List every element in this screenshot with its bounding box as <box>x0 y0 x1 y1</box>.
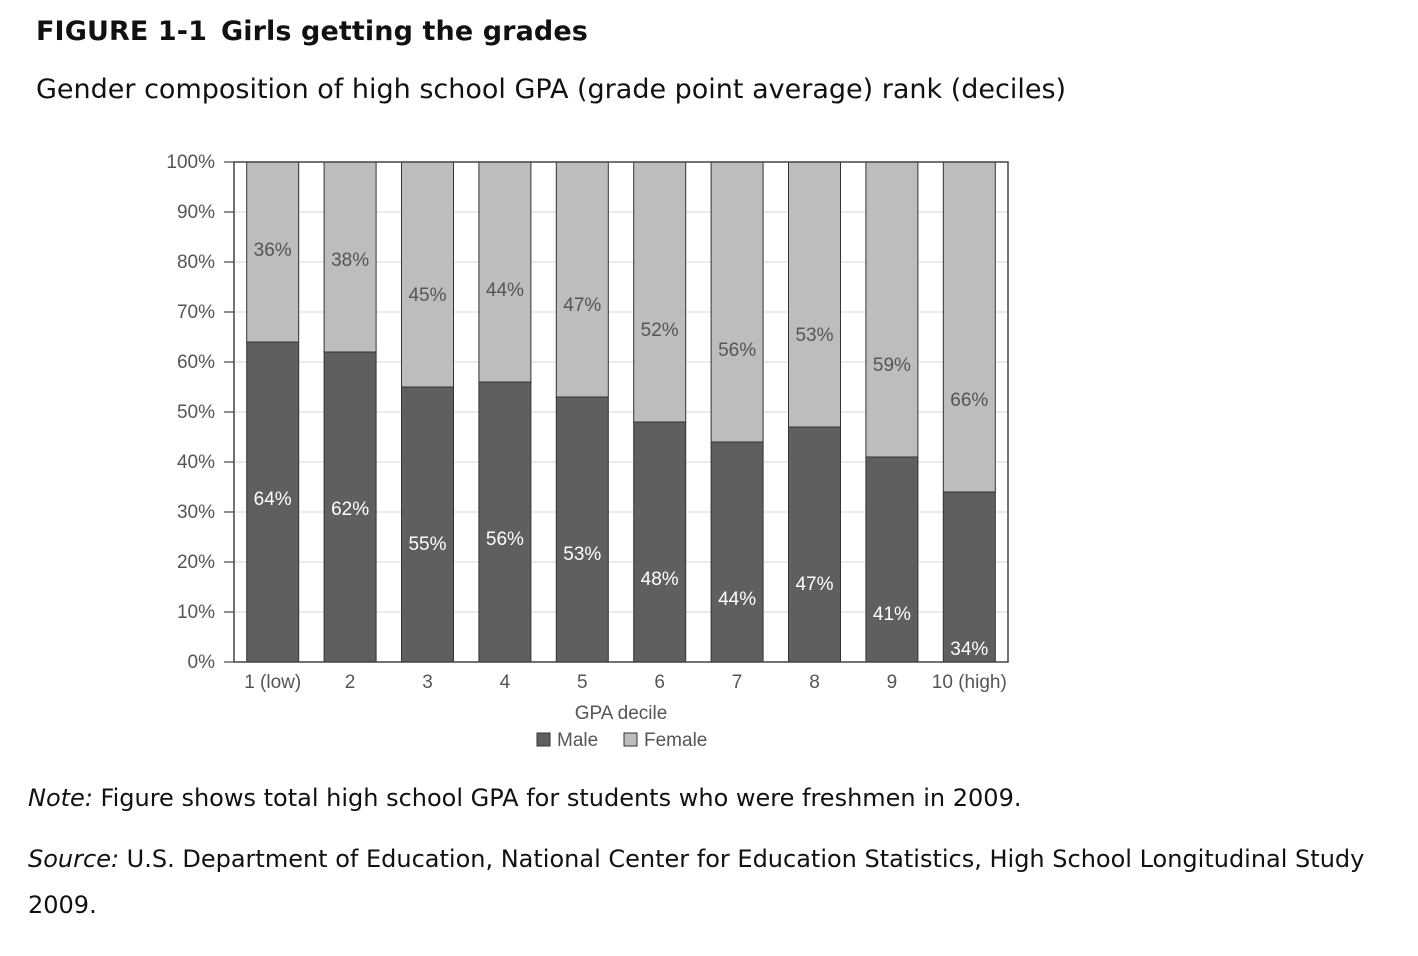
bar-female <box>478 161 532 383</box>
bar-male <box>555 396 609 663</box>
x-tick-label: 7 <box>732 672 743 693</box>
y-tick-label: 40% <box>177 452 215 473</box>
y-tick-label: 0% <box>188 652 216 673</box>
x-tick-label: 5 <box>577 672 588 693</box>
x-tick-label: 1 (low) <box>244 672 301 693</box>
legend-label-female: Female <box>644 730 707 751</box>
bar-male <box>633 421 687 663</box>
x-tick-label: 9 <box>887 672 898 693</box>
figure-title-text: Girls getting the grades <box>221 16 588 47</box>
legend-swatch-male <box>536 732 551 747</box>
bar-male <box>478 381 532 663</box>
y-tick-label: 50% <box>177 402 215 423</box>
bar-female <box>710 161 764 443</box>
bar-female <box>555 161 609 398</box>
data-label-male: 34% <box>950 639 988 660</box>
bar-male <box>710 441 764 663</box>
x-tick-label: 4 <box>500 672 511 693</box>
data-label-female: 56% <box>718 340 756 361</box>
y-tick-label: 60% <box>177 352 215 373</box>
bar-female <box>633 161 687 423</box>
data-label-male: 47% <box>795 574 833 595</box>
data-label-male: 44% <box>718 589 756 610</box>
data-label-female: 44% <box>486 280 524 301</box>
plot-frame <box>233 161 1009 663</box>
figure-subtitle: Gender composition of high school GPA (g… <box>36 74 1067 105</box>
stacked-bar-chart: 0% 10% 20% 30% 40% 50% 60% 70% 80% 90% 100% 64% 36% 1… <box>166 152 1009 751</box>
data-label-female: 36% <box>254 240 292 261</box>
data-label-male: 53% <box>563 544 601 565</box>
y-tick-label: 10% <box>177 602 215 623</box>
data-label-male: 62% <box>331 499 369 520</box>
bar-male <box>865 456 919 663</box>
source-text: U.S. Department of Education, National C… <box>28 845 1365 919</box>
bar-male <box>246 341 300 663</box>
y-tick-label: 70% <box>177 302 215 323</box>
legend-swatch-female <box>623 732 638 747</box>
bar-male <box>323 351 377 663</box>
x-axis-title: GPA decile <box>575 703 668 724</box>
bar-female <box>788 161 841 428</box>
y-tick-label: 20% <box>177 552 215 573</box>
y-tick-label: 80% <box>177 252 215 273</box>
y-tick-label: 30% <box>177 502 215 523</box>
data-label-male: 55% <box>408 534 446 555</box>
data-label-male: 41% <box>873 604 911 625</box>
bar-female <box>942 161 996 493</box>
data-label-female: 45% <box>408 285 446 306</box>
figure-number: FIGURE 1-1 <box>36 16 207 47</box>
data-label-male: 56% <box>486 529 524 550</box>
data-label-female: 66% <box>950 390 988 411</box>
bar-male <box>788 426 841 663</box>
bar-female <box>401 161 454 388</box>
note-text: Figure shows total high school GPA for s… <box>92 784 1022 812</box>
figure-title: FIGURE 1-1 Girls getting the grades <box>36 16 588 47</box>
x-tick-label: 8 <box>809 672 820 693</box>
x-tick-label: 6 <box>654 672 665 693</box>
note-label: Note: <box>28 784 93 812</box>
figure-source: Source: U.S. Department of Education, Na… <box>28 836 1398 928</box>
bar-female <box>865 161 919 458</box>
x-tick-label: 2 <box>345 672 356 693</box>
source-label: Source: <box>28 845 120 873</box>
data-label-female: 53% <box>795 325 833 346</box>
y-tick-label: 90% <box>177 202 215 223</box>
data-label-female: 52% <box>641 320 679 341</box>
bar-male <box>401 386 454 663</box>
y-tick-label: 100% <box>166 152 215 173</box>
bar-female <box>246 161 300 343</box>
bar-female <box>323 161 377 353</box>
data-label-male: 64% <box>254 489 292 510</box>
figure-note: Note: Figure shows total high school GPA… <box>28 784 1021 812</box>
data-label-male: 48% <box>641 569 679 590</box>
data-label-female: 59% <box>873 355 911 376</box>
data-label-female: 47% <box>563 295 601 316</box>
bar-male <box>942 491 996 663</box>
x-tick-label: 3 <box>422 672 433 693</box>
legend-label-male: Male <box>557 730 598 751</box>
x-tick-label: 10 (high) <box>932 672 1007 693</box>
data-label-female: 38% <box>331 250 369 271</box>
